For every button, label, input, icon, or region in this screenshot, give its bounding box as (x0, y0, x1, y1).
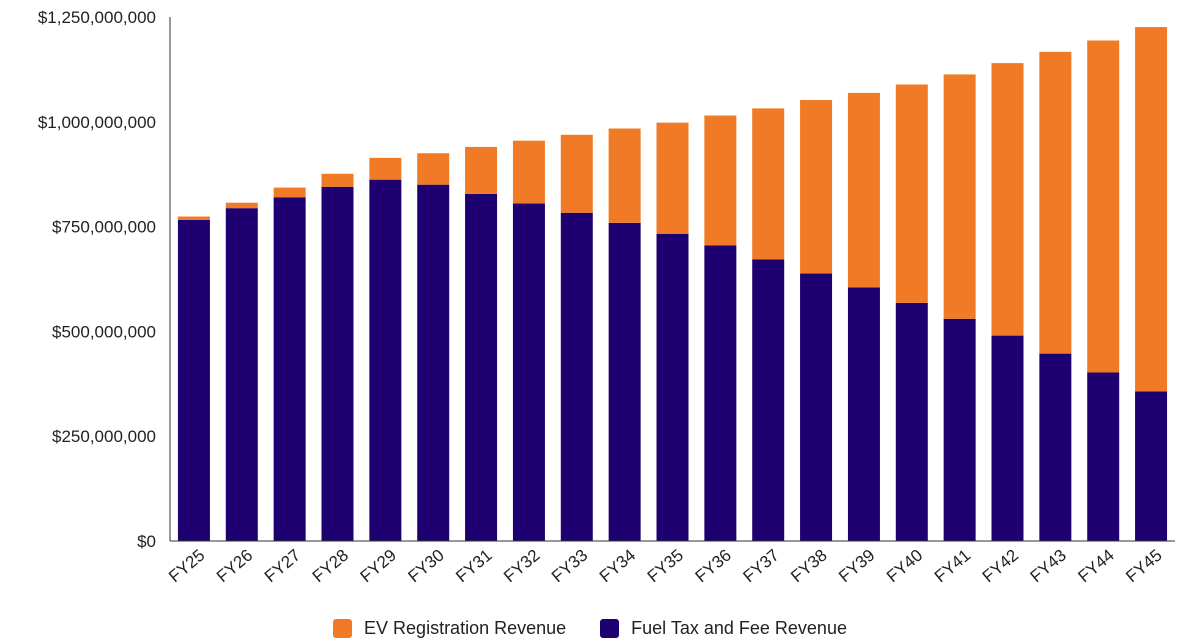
y-tick-label: $750,000,000 (52, 218, 156, 237)
bar-fuel-tax-fy27[interactable] (273, 197, 306, 541)
legend-label-fuel-tax: Fuel Tax and Fee Revenue (631, 618, 847, 638)
x-tick-label: FY25 (165, 546, 208, 587)
bar-fuel-tax-fy42[interactable] (991, 335, 1024, 541)
bar-ev-registration-fy32[interactable] (512, 140, 545, 204)
bar-ev-registration-fy31[interactable] (465, 146, 498, 194)
bar-ev-registration-fy35[interactable] (656, 122, 689, 234)
x-tick-label: FY38 (787, 546, 830, 587)
bar-ev-registration-fy36[interactable] (704, 115, 737, 246)
bar-ev-registration-fy41[interactable] (943, 74, 976, 319)
bar-ev-registration-fy27[interactable] (273, 187, 306, 198)
bar-fuel-tax-fy39[interactable] (847, 287, 880, 541)
bar-fuel-tax-fy37[interactable] (752, 259, 785, 541)
bar-ev-registration-fy28[interactable] (321, 173, 354, 187)
x-tick-label: FY31 (452, 546, 495, 587)
x-tick-label: FY45 (1122, 546, 1165, 587)
bar-ev-registration-fy33[interactable] (560, 134, 593, 213)
bar-ev-registration-fy44[interactable] (1087, 40, 1120, 373)
bar-fuel-tax-fy29[interactable] (369, 179, 402, 541)
x-tick-label: FY36 (692, 546, 735, 587)
bar-fuel-tax-fy31[interactable] (465, 193, 498, 541)
x-tick-label: FY27 (261, 546, 304, 587)
bar-fuel-tax-fy41[interactable] (943, 318, 976, 541)
y-tick-label: $500,000,000 (52, 322, 156, 341)
bar-fuel-tax-fy35[interactable] (656, 233, 689, 542)
x-tick-label: FY33 (548, 546, 591, 587)
legend-item-fuel-tax[interactable]: Fuel Tax and Fee Revenue (600, 618, 847, 639)
legend-label-ev-registration: EV Registration Revenue (364, 618, 567, 638)
x-tick-label: FY39 (835, 546, 878, 587)
bar-ev-registration-fy43[interactable] (1039, 51, 1072, 354)
bar-ev-registration-fy29[interactable] (369, 157, 402, 180)
legend: EV Registration Revenue Fuel Tax and Fee… (0, 618, 1180, 639)
y-tick-label: $0 (137, 532, 156, 551)
x-tick-label: FY32 (500, 546, 543, 587)
x-tick-label: FY30 (404, 546, 447, 587)
bar-ev-registration-fy39[interactable] (847, 92, 880, 288)
bar-fuel-tax-fy43[interactable] (1039, 353, 1072, 541)
y-tick-label: $1,000,000,000 (38, 113, 156, 132)
legend-swatch-ev-registration (333, 619, 353, 638)
y-tick-label: $250,000,000 (52, 427, 156, 446)
bar-fuel-tax-fy40[interactable] (895, 302, 928, 541)
x-tick-label: FY26 (213, 546, 256, 587)
bar-ev-registration-fy42[interactable] (991, 63, 1024, 336)
bar-fuel-tax-fy28[interactable] (321, 186, 354, 541)
bar-ev-registration-fy26[interactable] (225, 202, 258, 209)
bar-ev-registration-fy40[interactable] (895, 84, 928, 303)
x-tick-label: FY44 (1074, 546, 1117, 587)
y-axis: $0 $250,000,000 $500,000,000 $750,000,000 $1… (38, 8, 171, 551)
bar-ev-registration-fy37[interactable] (752, 108, 785, 260)
bar-fuel-tax-fy36[interactable] (704, 245, 737, 541)
x-tick-label: FY42 (979, 546, 1022, 587)
y-tick-label: $1,250,000,000 (38, 8, 156, 27)
bar-ev-registration-fy30[interactable] (417, 153, 450, 185)
bar-ev-registration-fy25[interactable] (177, 216, 210, 220)
x-axis: FY25 FY26 FY27 FY28 FY29 FY30 FY31 FY32 FY33 FY34… (165, 540, 1175, 587)
x-tick-label: FY28 (309, 546, 352, 587)
bar-fuel-tax-fy25[interactable] (177, 219, 210, 541)
x-tick-label: FY40 (883, 546, 926, 587)
legend-swatch-fuel-tax (600, 619, 620, 638)
stacked-bar-chart: $0 $250,000,000 $500,000,000 $750,000,000 $1… (38, 8, 1175, 587)
x-tick-label: FY34 (596, 546, 639, 587)
bar-fuel-tax-fy45[interactable] (1135, 391, 1168, 541)
bar-fuel-tax-fy33[interactable] (560, 212, 593, 541)
x-tick-label: FY43 (1027, 546, 1070, 587)
x-tick-label: FY35 (644, 546, 687, 587)
bar-ev-registration-fy34[interactable] (608, 128, 641, 223)
bar-fuel-tax-fy44[interactable] (1087, 372, 1120, 541)
bar-fuel-tax-fy30[interactable] (417, 184, 450, 541)
bar-fuel-tax-fy38[interactable] (800, 273, 833, 541)
x-tick-label: FY37 (739, 546, 782, 587)
x-tick-label: FY29 (357, 546, 400, 587)
bar-fuel-tax-fy34[interactable] (608, 222, 641, 541)
bar-ev-registration-fy38[interactable] (800, 100, 833, 274)
bar-fuel-tax-fy32[interactable] (512, 203, 545, 542)
legend-item-ev-registration[interactable]: EV Registration Revenue (333, 618, 566, 639)
bar-fuel-tax-fy26[interactable] (225, 208, 258, 541)
x-tick-label: FY41 (931, 546, 974, 587)
bar-group (177, 27, 1168, 542)
bar-ev-registration-fy45[interactable] (1135, 27, 1168, 392)
